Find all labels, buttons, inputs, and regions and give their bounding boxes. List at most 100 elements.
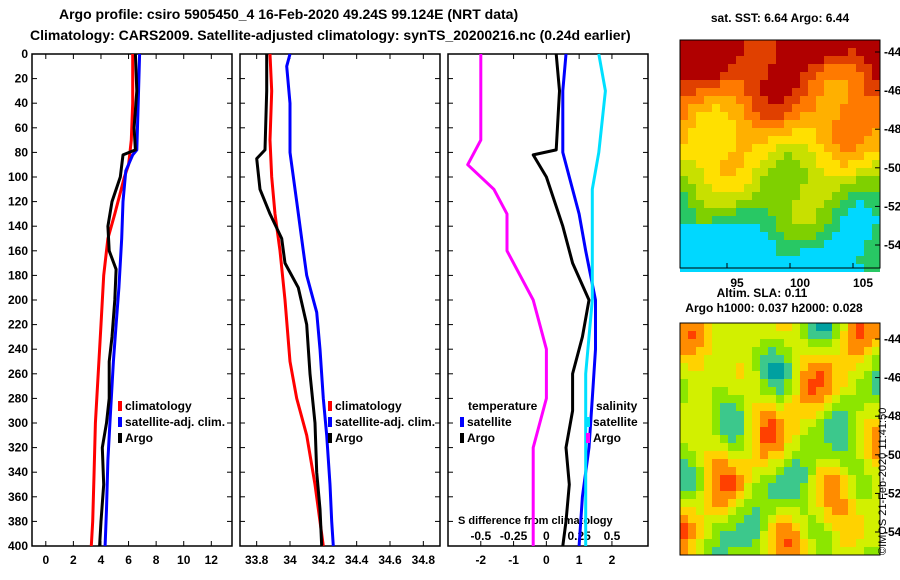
sst-cell — [808, 64, 816, 72]
sst-cell — [752, 208, 760, 216]
sst-cell — [864, 184, 872, 192]
sst-cell — [824, 128, 832, 136]
sst-cell — [848, 208, 856, 216]
depth-tick-label: 320 — [8, 441, 28, 455]
sst-cell — [848, 72, 856, 80]
sst-cell — [712, 184, 720, 192]
sst-cell — [776, 168, 784, 176]
sla-cell — [872, 371, 880, 379]
sst-cell — [696, 96, 704, 104]
sst-cell — [752, 56, 760, 64]
sst-cell — [832, 192, 840, 200]
sla-cell — [824, 523, 832, 531]
sst-cell — [784, 136, 792, 144]
sla-cell — [840, 379, 848, 387]
sst-cell — [856, 128, 864, 136]
sla-cell — [840, 515, 848, 523]
sst-cell — [744, 56, 752, 64]
sla-cell — [832, 331, 840, 339]
sla-cell — [800, 379, 808, 387]
sst-cell — [832, 112, 840, 120]
sst-cell — [784, 152, 792, 160]
sst-cell — [792, 72, 800, 80]
sst-cell — [776, 80, 784, 88]
sla-cell — [856, 355, 864, 363]
sst-cell — [704, 56, 712, 64]
sst-cell — [704, 112, 712, 120]
sla-cell — [832, 483, 840, 491]
sla-cell — [768, 507, 776, 515]
sst-cell — [720, 96, 728, 104]
sla-cell — [816, 411, 824, 419]
sla-cell — [808, 379, 816, 387]
temperature-difference-axis-tick-label: 0 — [543, 553, 550, 567]
sla-cell — [768, 347, 776, 355]
sla-cell — [816, 355, 824, 363]
sla-cell — [848, 371, 856, 379]
sla-cell — [752, 435, 760, 443]
sst-cell — [704, 104, 712, 112]
sst-cell — [784, 160, 792, 168]
sst-cell — [800, 48, 808, 56]
sla-cell — [744, 427, 752, 435]
sla-cell — [808, 539, 816, 547]
sla-cell — [688, 363, 696, 371]
sla-cell — [792, 411, 800, 419]
sla-cell — [688, 451, 696, 459]
sst-cell — [792, 192, 800, 200]
sla-cell — [712, 435, 720, 443]
sla-cell — [872, 363, 880, 371]
sst-cell — [824, 112, 832, 120]
sla-cell — [872, 483, 880, 491]
sla-cell — [800, 371, 808, 379]
sla-cell — [816, 531, 824, 539]
timestamp-stamp: ©IMOS 21-Feb-2020 11:41:50 — [877, 407, 889, 555]
sla-cell — [736, 379, 744, 387]
sla-cell — [680, 363, 688, 371]
salinity-legend-label: satellite-adj. clim. — [335, 415, 435, 429]
sla-cell — [752, 531, 760, 539]
sla-cell — [728, 475, 736, 483]
sst-cell — [824, 120, 832, 128]
sla-cell — [872, 491, 880, 499]
sla-cell — [776, 419, 784, 427]
sst-cell — [736, 120, 744, 128]
difference-annotation: S difference from climatology — [458, 515, 614, 527]
sla-cell — [704, 347, 712, 355]
sla-cell — [760, 475, 768, 483]
sst-cell — [728, 104, 736, 112]
sla-cell — [760, 483, 768, 491]
sst-cell — [760, 136, 768, 144]
sla-cell — [832, 467, 840, 475]
sst-cell — [784, 168, 792, 176]
temperature-legend-swatch — [118, 433, 122, 443]
sla-cell — [840, 331, 848, 339]
sla-cell — [800, 395, 808, 403]
sst-cell — [760, 248, 768, 256]
sst-cell — [752, 232, 760, 240]
sla-cell — [792, 475, 800, 483]
sst-cell — [688, 168, 696, 176]
sla-cell — [824, 411, 832, 419]
sla-cell — [744, 451, 752, 459]
sla-cell — [760, 515, 768, 523]
sst-cell — [736, 128, 744, 136]
sst-cell — [720, 192, 728, 200]
sst-cell — [864, 160, 872, 168]
sst-cell — [680, 104, 688, 112]
sst-cell — [784, 200, 792, 208]
depth-tick-label: 100 — [8, 170, 28, 184]
sst-cell — [680, 120, 688, 128]
sst-cell — [760, 184, 768, 192]
sst-cell — [736, 64, 744, 72]
sst-cell — [864, 48, 872, 56]
sst-cell — [800, 96, 808, 104]
sst-cell — [808, 136, 816, 144]
difference-temperature-legend-label: Argo — [467, 431, 495, 445]
sla-cell — [864, 355, 872, 363]
sst-cell — [792, 64, 800, 72]
sla-cell — [688, 539, 696, 547]
sla-cell — [728, 331, 736, 339]
sst-cell — [808, 96, 816, 104]
sst-cell — [712, 232, 720, 240]
